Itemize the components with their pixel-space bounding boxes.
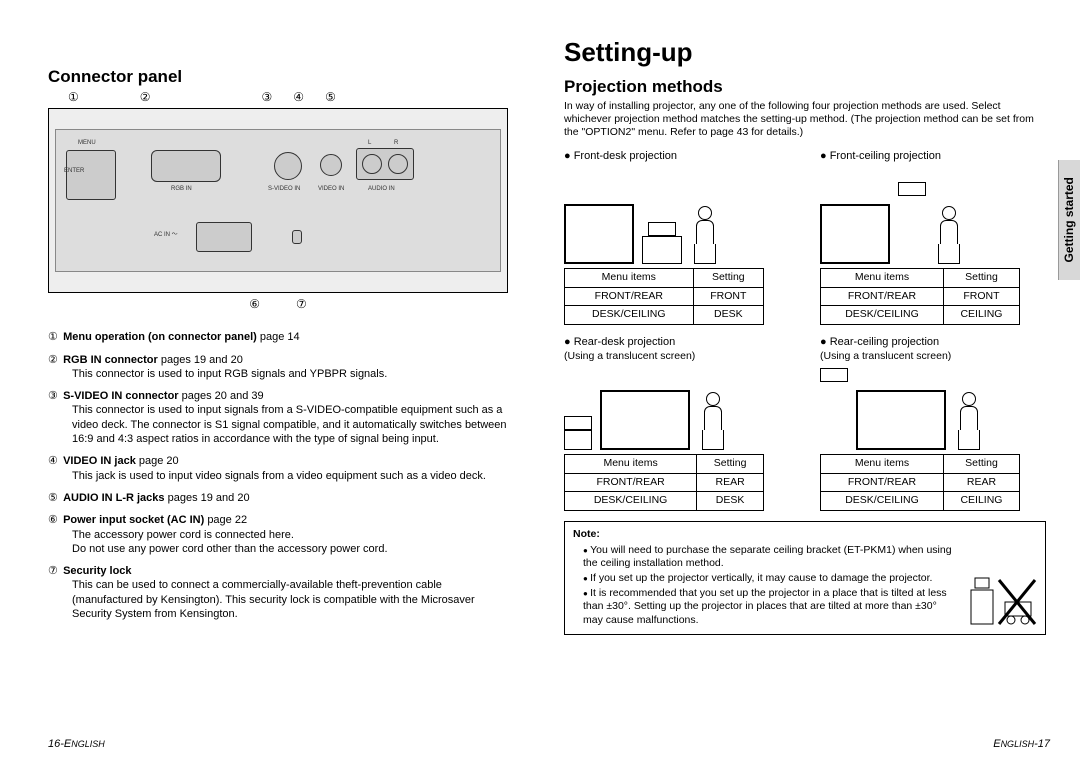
list-item: ② RGB IN connector pages 19 and 20 This … [48, 353, 508, 382]
side-tab: Getting started [1058, 160, 1080, 280]
settings-table: Menu itemsSetting FRONT/REARFRONT DESK/C… [564, 268, 764, 325]
note-bullet: You will need to purchase the separate c… [583, 544, 1037, 571]
bottom-number-row: ⑥ ⑦ [228, 297, 328, 313]
diagram-icon [820, 368, 1030, 450]
left-page: Connector panel ① ② ③ ④ ⑤ MENU ENTER RGB… [48, 66, 508, 629]
num-3: ③ [262, 90, 273, 106]
warning-icon [969, 572, 1039, 628]
list-item: ① Menu operation (on connector panel) pa… [48, 330, 508, 344]
proj-front-desk: ● Front-desk projection Menu itemsSettin… [564, 149, 774, 325]
top-number-row: ① ② ③ ④ ⑤ [48, 90, 508, 106]
diagram-icon [820, 182, 1030, 264]
list-item: ⑦ Security lock This can be used to conn… [48, 564, 508, 621]
note-title: Note: [573, 528, 1037, 542]
list-item: ⑤ AUDIO IN L-R jacks pages 19 and 20 [48, 491, 508, 505]
right-page: Setting-up Projection methods In way of … [564, 36, 1046, 635]
projection-grid: ● Front-desk projection Menu itemsSettin… [564, 149, 1046, 511]
list-item: ④ VIDEO IN jack page 20 This jack is use… [48, 454, 508, 483]
proj-front-ceiling: ● Front-ceiling projection Menu itemsSet… [820, 149, 1030, 325]
num-7: ⑦ [296, 297, 307, 313]
num-1: ① [68, 90, 79, 106]
projection-methods-heading: Projection methods [564, 76, 1046, 98]
diagram-icon [564, 182, 774, 264]
num-6: ⑥ [249, 297, 260, 313]
proj-rear-desk: ● Rear-desk projection (Using a transluc… [564, 335, 774, 511]
settings-table: Menu itemsSetting FRONT/REARREAR DESK/CE… [820, 454, 1020, 511]
list-item: ③ S-VIDEO IN connector pages 20 and 39 T… [48, 389, 508, 446]
footer-right: ENGLISH-17 [993, 737, 1050, 751]
connector-list: ① Menu operation (on connector panel) pa… [48, 330, 508, 621]
diagram-icon [564, 368, 774, 450]
setting-up-heading: Setting-up [564, 36, 1046, 70]
side-tab-label: Getting started [1062, 177, 1078, 262]
intro-text: In way of installing projector, any one … [564, 100, 1046, 139]
note-box: Note: You will need to purchase the sepa… [564, 521, 1046, 635]
num-4: ④ [293, 90, 304, 106]
note-list: You will need to purchase the separate c… [573, 544, 1037, 628]
settings-table: Menu itemsSetting FRONT/REARFRONT DESK/C… [820, 268, 1020, 325]
settings-table: Menu itemsSetting FRONT/REARREAR DESK/CE… [564, 454, 764, 511]
num-2: ② [140, 90, 151, 106]
connector-panel-diagram: MENU ENTER RGB IN S-VIDEO IN VIDEO IN L … [48, 108, 508, 293]
connector-panel-heading: Connector panel [48, 66, 508, 88]
list-item: ⑥ Power input socket (AC IN) page 22 The… [48, 513, 508, 556]
proj-rear-ceiling: ● Rear-ceiling projection (Using a trans… [820, 335, 1030, 511]
footer-left: 16-ENGLISH [48, 737, 105, 751]
num-5: ⑤ [325, 90, 336, 106]
